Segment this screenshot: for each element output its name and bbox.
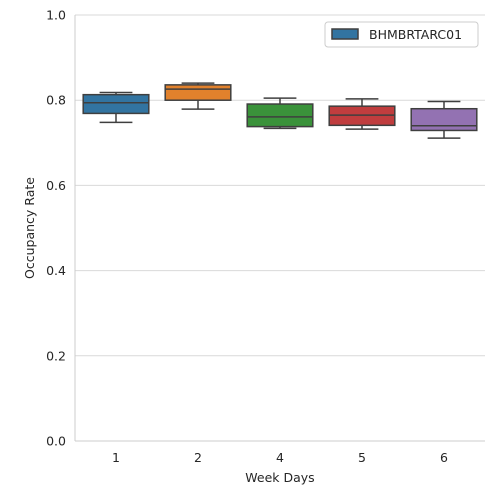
x-tick-label: 5 [358,450,366,465]
x-tick-label: 1 [112,450,120,465]
box-2 [164,82,232,110]
box-series [82,82,478,139]
box-6 [410,100,478,139]
legend-label: BHMBRTARC01 [369,27,462,42]
y-tick-label: 0.8 [46,93,66,108]
box-body [82,93,150,115]
y-axis-label: Occupancy Rate [22,177,37,279]
x-tick-labels: 1 2 4 5 6 [112,450,448,465]
box-body [246,103,314,128]
y-tick-label: 0.0 [46,434,66,449]
y-tick-label: 0.6 [46,178,66,193]
legend-frame [324,21,479,48]
axes [74,15,485,442]
x-tick-label: 6 [440,450,448,465]
box-4 [246,97,314,130]
box-body [410,107,478,132]
y-tick-labels: 0.0 0.2 0.4 0.6 0.8 1.0 [46,8,66,449]
box-body [164,84,232,101]
y-tick-label: 0.4 [46,263,66,278]
box-1 [82,91,150,124]
y-tick-label: 1.0 [46,8,66,23]
x-tick-label: 4 [276,450,284,465]
box-5 [328,98,396,130]
y-gridlines [75,14,485,442]
y-tick-label: 0.2 [46,348,66,363]
legend: BHMBRTARC01 [324,21,479,48]
x-tick-label: 2 [194,450,202,465]
legend-swatch [331,28,359,40]
x-axis-label: Week Days [245,470,314,485]
